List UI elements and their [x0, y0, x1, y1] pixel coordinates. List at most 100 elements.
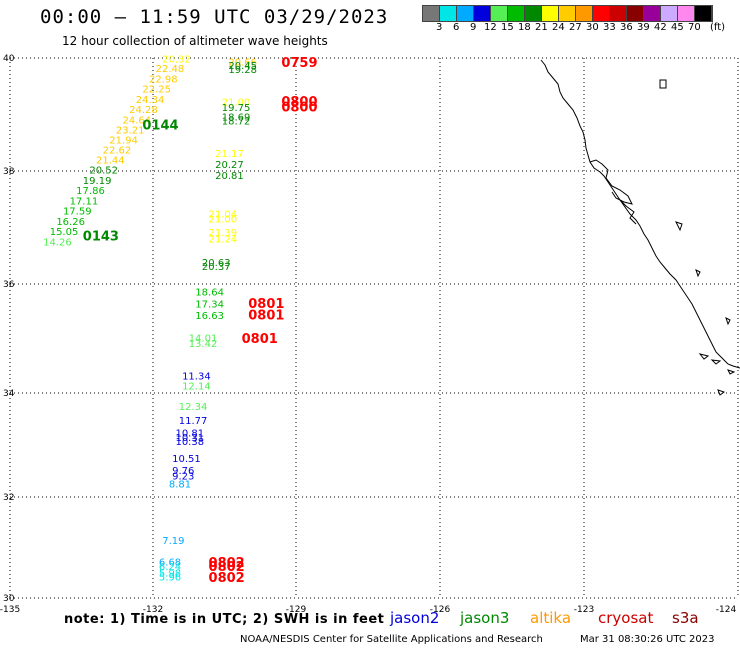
wave-height-label: 20.37: [202, 262, 231, 273]
legend-swatch: [610, 6, 627, 21]
pass-time-label: 0801: [242, 332, 278, 347]
wave-height-label: 20.52: [89, 166, 118, 177]
axis-tick-labels: -135 -132 -129 -126 -123 -124 40 38 36 34 32 30: [0, 54, 736, 615]
wave-height-label: 18.69: [222, 113, 251, 124]
x-tick-label: -132: [143, 605, 163, 615]
wave-height-label: 10.81: [175, 429, 204, 440]
wave-height-label: 10.31: [175, 433, 204, 444]
wave-height-label: 11.77: [179, 416, 208, 427]
wave-height-label: 16.63: [195, 311, 224, 322]
wave-height-label: 14.01: [189, 334, 218, 345]
satellite-legend-item: jason3: [460, 609, 510, 627]
wave-height-label: 15.05: [50, 227, 79, 238]
channel-island-3: [717, 389, 726, 396]
wave-height-label: 17.11: [70, 196, 99, 207]
pass-time-label: 0143: [83, 230, 119, 245]
legend-label: 33: [603, 22, 616, 33]
x-tick-label: -123: [574, 605, 594, 615]
wave-height-label: 17.86: [76, 186, 105, 197]
y-tick-label: 40: [3, 54, 15, 64]
wave-height-label: 14.26: [43, 237, 72, 248]
wave-height-label: 21.94: [109, 135, 138, 146]
legend-swatch: [661, 6, 678, 21]
legend-swatch: [440, 6, 457, 21]
legend-label: 30: [586, 22, 599, 33]
legend-swatch: [678, 6, 695, 21]
lake-4: [725, 317, 731, 326]
legend-label: 42: [654, 22, 667, 33]
coastline: [540, 59, 740, 396]
wave-height-label: 12.14: [182, 382, 211, 393]
pass-time-label: 0759: [281, 56, 317, 71]
legend-swatch: [695, 6, 712, 21]
wave-height-label: 20.32: [162, 54, 191, 65]
wave-height-label: 8.81: [169, 479, 191, 490]
legend-swatch: [508, 6, 525, 21]
legend-label: 12: [484, 22, 497, 33]
wave-height-label: 21.00: [209, 215, 238, 226]
color-legend: [422, 5, 713, 22]
legend-label: 45: [671, 22, 684, 33]
legend-swatch: [474, 6, 491, 21]
wave-height-label: 5.98: [159, 568, 181, 579]
pass-time-label: 0802: [209, 560, 245, 575]
wave-height-labels: 20.3222.4822.9822.2524.3424.2824.6423.21…: [43, 54, 257, 583]
wave-height-label: 24.64: [123, 115, 152, 126]
wave-height-label: 9.76: [172, 466, 194, 477]
wave-height-label: 19.19: [83, 176, 112, 187]
wave-height-label: 10.51: [172, 454, 201, 465]
satellite-legend-item: altika: [530, 609, 572, 627]
pass-time-label: 0801: [248, 308, 284, 323]
wave-height-label: 7.19: [162, 536, 184, 547]
page-title: 00:00 – 11:59 UTC 03/29/2023: [40, 6, 389, 28]
wave-height-label: 6.24: [159, 562, 181, 573]
legend-swatch: [593, 6, 610, 21]
legend-swatch: [542, 6, 559, 21]
wave-height-label: 22.25: [142, 85, 171, 96]
monterey-bay: [619, 199, 637, 225]
legend-swatch: [559, 6, 576, 21]
wave-height-label: 13.42: [189, 339, 218, 350]
legend-label: 3: [436, 22, 443, 33]
channel-island-4: [727, 369, 736, 375]
wave-height-label: 20.27: [215, 160, 244, 171]
wave-height-label: 18.64: [195, 288, 224, 299]
pass-time-label: 0801: [248, 297, 284, 312]
legend-label: 24: [552, 22, 565, 33]
legend-label: 21: [535, 22, 548, 33]
pass-time-labels: 0759080008000144014308010801080108020802…: [83, 56, 318, 586]
legend-label: 6: [453, 22, 460, 33]
california-coastline: [540, 59, 740, 369]
x-tick-label: -129: [286, 605, 307, 615]
pass-time-label: 0802: [209, 571, 245, 586]
y-tick-label: 36: [3, 280, 15, 290]
wave-height-label: 9.23: [172, 472, 194, 483]
legend-swatch: [423, 6, 440, 21]
y-tick-label: 38: [3, 167, 15, 177]
wave-height-label: 20.66: [228, 58, 257, 69]
lat-lon-grid: [9, 57, 739, 599]
y-tick-label: 30: [3, 594, 15, 604]
wave-height-label: 21.39: [209, 228, 238, 239]
wave-height-label: 24.28: [129, 105, 158, 116]
wave-height-label: 19.75: [222, 103, 251, 114]
satellite-legend-item: s3a: [672, 609, 699, 627]
legend-label: 18: [518, 22, 531, 33]
wave-height-label: 12.34: [179, 402, 208, 413]
generated-timestamp: Mar 31 08:30:26 UTC 2023: [580, 634, 715, 645]
legend-swatch: [525, 6, 542, 21]
pass-time-label: 0802: [209, 556, 245, 571]
pass-time-label: 0800: [281, 95, 317, 110]
x-tick-label: -126: [430, 605, 451, 615]
legend-label: 27: [569, 22, 582, 33]
legend-label: 70: [688, 22, 701, 33]
wave-height-label: 19.28: [228, 65, 257, 76]
wave-height-label: 11.34: [182, 371, 211, 382]
y-tick-label: 32: [3, 493, 14, 503]
wave-height-label: 22.48: [156, 64, 185, 75]
wave-height-label: 21.00: [222, 98, 251, 109]
legend-swatch: [457, 6, 474, 21]
legend-label: 39: [637, 22, 650, 33]
